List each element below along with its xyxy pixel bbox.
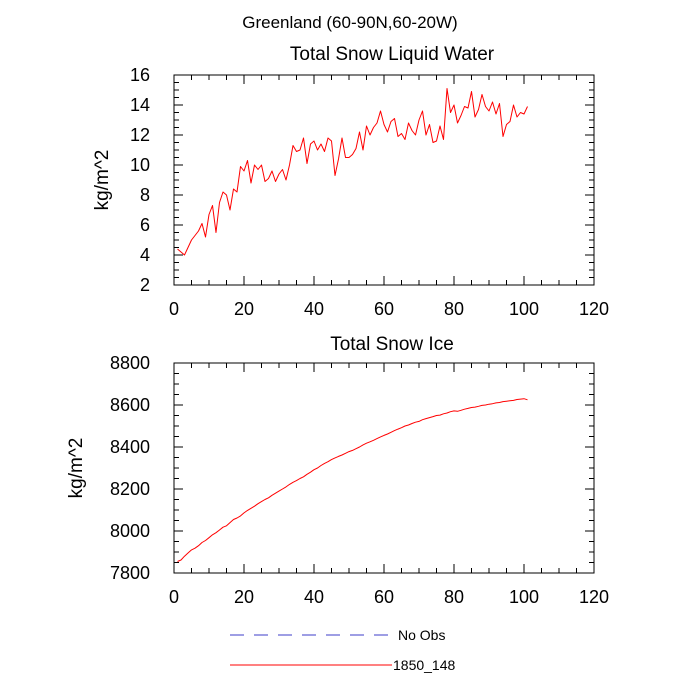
y-tick-label: 14 <box>130 95 150 115</box>
series-line-1850-148 <box>177 88 528 256</box>
plot-frame <box>173 74 595 286</box>
y-tick-label: 8400 <box>110 437 150 457</box>
y-tick-label: 6 <box>140 215 150 235</box>
x-tick-label: 20 <box>234 587 254 607</box>
chart-panel-snow-ice: 0 20 40 60 80 100 120 7800 8000 8200 8400 8600 8800 T… <box>66 334 609 607</box>
y-axis-label: kg/m^2 <box>66 438 87 499</box>
x-tick-label: 80 <box>444 587 464 607</box>
legend-label-no-obs: No Obs <box>398 627 445 643</box>
y-tick-label: 2 <box>140 275 150 295</box>
y-tick-label: 8000 <box>110 521 150 541</box>
y-axis-label: kg/m^2 <box>92 150 113 211</box>
x-tick-label: 80 <box>444 299 464 319</box>
chart-title: Total Snow Liquid Water <box>290 44 495 65</box>
x-tick-label: 40 <box>304 587 324 607</box>
y-tick-label: 8 <box>140 185 150 205</box>
x-tick-label: 0 <box>169 587 179 607</box>
x-tick-label: 120 <box>579 587 609 607</box>
x-tick-label: 100 <box>509 587 539 607</box>
y-tick-label: 8800 <box>110 353 150 373</box>
legend: No Obs 1850_148 <box>230 627 456 673</box>
x-tick-label: 20 <box>234 299 254 319</box>
plot-frame <box>173 362 595 574</box>
x-tick-label: 120 <box>579 299 609 319</box>
y-tick-label: 12 <box>130 125 150 145</box>
chart-title: Total Snow Ice <box>330 334 454 355</box>
y-tick-label: 16 <box>130 65 150 85</box>
y-tick-label: 8200 <box>110 479 150 499</box>
legend-label-1850-148: 1850_148 <box>393 657 456 673</box>
y-tick-label: 4 <box>140 245 150 265</box>
y-tick-label: 7800 <box>110 563 150 583</box>
x-tick-label: 60 <box>374 299 394 319</box>
y-tick-label: 8600 <box>110 395 150 415</box>
x-tick-label: 60 <box>374 587 394 607</box>
x-tick-label: 100 <box>509 299 539 319</box>
figure-title: Greenland (60-90N,60-20W) <box>242 13 457 32</box>
x-tick-label: 40 <box>304 299 324 319</box>
chart-panel-liquid-water: 0 20 40 60 80 100 120 2 4 6 8 10 12 14 16 Total Snow Li… <box>92 44 609 319</box>
x-tick-label: 0 <box>169 299 179 319</box>
y-tick-label: 10 <box>130 155 150 175</box>
series-line-1850-148 <box>177 398 528 562</box>
